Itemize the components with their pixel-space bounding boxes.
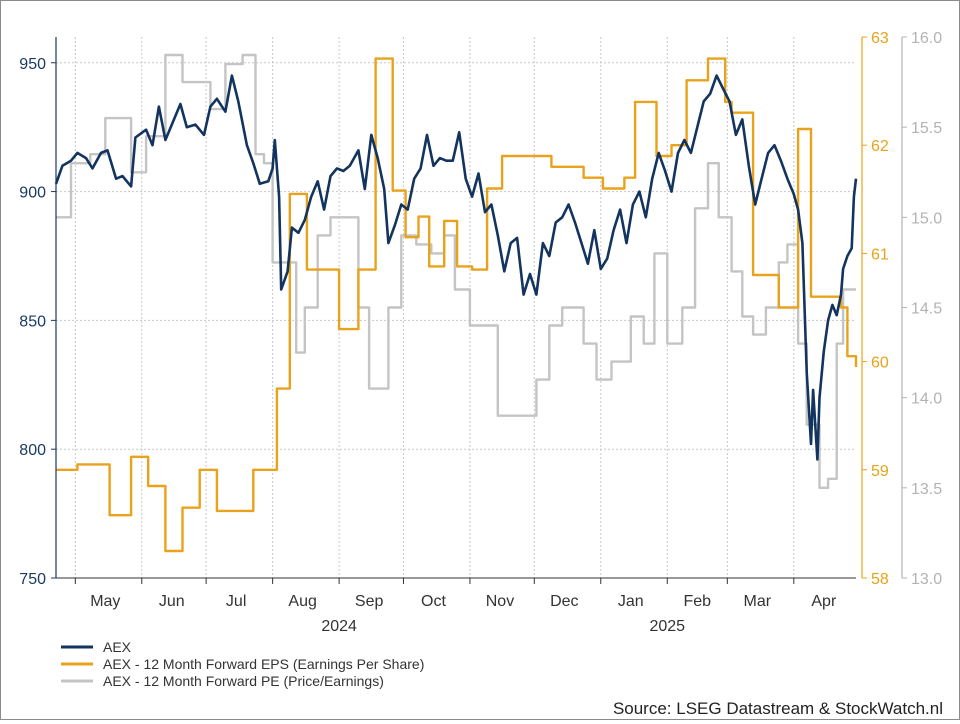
month-label: May bbox=[90, 593, 120, 610]
legend-item-aex: AEX bbox=[61, 639, 132, 655]
gridlines bbox=[56, 37, 856, 579]
pe-line bbox=[56, 53, 856, 489]
month-label: Oct bbox=[421, 593, 446, 610]
month-label: Aug bbox=[288, 593, 316, 610]
eps-tick-label: 60 bbox=[871, 355, 889, 372]
month-label: Dec bbox=[550, 593, 578, 610]
month-label: Feb bbox=[683, 593, 711, 610]
year-label: 2024 bbox=[321, 618, 357, 635]
eps-tick-label: 62 bbox=[871, 138, 889, 155]
eps-tick-label: 59 bbox=[871, 463, 889, 480]
eps-line bbox=[56, 57, 858, 553]
legend-label: AEX bbox=[103, 639, 132, 655]
pe-tick-label: 14.0 bbox=[911, 391, 942, 408]
left-tick-label: 850 bbox=[19, 313, 46, 330]
series-layer bbox=[54, 53, 858, 553]
legend-item-eps: AEX - 12 Month Forward EPS (Earnings Per… bbox=[61, 656, 424, 672]
tick-labels: 750 800 850 900 950 58 59 60 61 62 63 13.0 13.5 14.0 1… bbox=[19, 30, 942, 635]
aex-line bbox=[54, 74, 858, 461]
year-label: 2025 bbox=[649, 618, 685, 635]
pe-tick-label: 15.5 bbox=[911, 120, 942, 137]
month-label: Jul bbox=[226, 593, 246, 610]
legend-item-pe: AEX - 12 Month Forward PE (Price/Earning… bbox=[61, 673, 384, 689]
month-label: Nov bbox=[486, 593, 514, 610]
axes bbox=[51, 36, 907, 584]
left-tick-label: 950 bbox=[19, 56, 46, 73]
pe-tick-label: 16.0 bbox=[911, 30, 942, 47]
pe-tick-label: 13.0 bbox=[911, 571, 942, 588]
month-label: Sep bbox=[355, 593, 384, 610]
eps-tick-label: 58 bbox=[871, 571, 889, 588]
left-tick-label: 750 bbox=[19, 571, 46, 588]
source-note: Source: LSEG Datastream & StockWatch.nl bbox=[613, 699, 943, 718]
left-tick-label: 800 bbox=[19, 442, 46, 459]
month-label: Apr bbox=[811, 593, 837, 610]
legend-label: AEX - 12 Month Forward EPS (Earnings Per… bbox=[103, 656, 424, 672]
legend-label: AEX - 12 Month Forward PE (Price/Earning… bbox=[103, 673, 384, 689]
month-label: Mar bbox=[744, 593, 772, 610]
pe-tick-label: 13.5 bbox=[911, 481, 942, 498]
pe-tick-label: 14.5 bbox=[911, 301, 942, 318]
month-label: Jun bbox=[159, 593, 185, 610]
pe-tick-label: 15.0 bbox=[911, 210, 942, 227]
month-label: Jan bbox=[618, 593, 644, 610]
eps-tick-label: 63 bbox=[871, 30, 889, 47]
left-tick-label: 900 bbox=[19, 185, 46, 202]
eps-tick-label: 61 bbox=[871, 246, 889, 263]
